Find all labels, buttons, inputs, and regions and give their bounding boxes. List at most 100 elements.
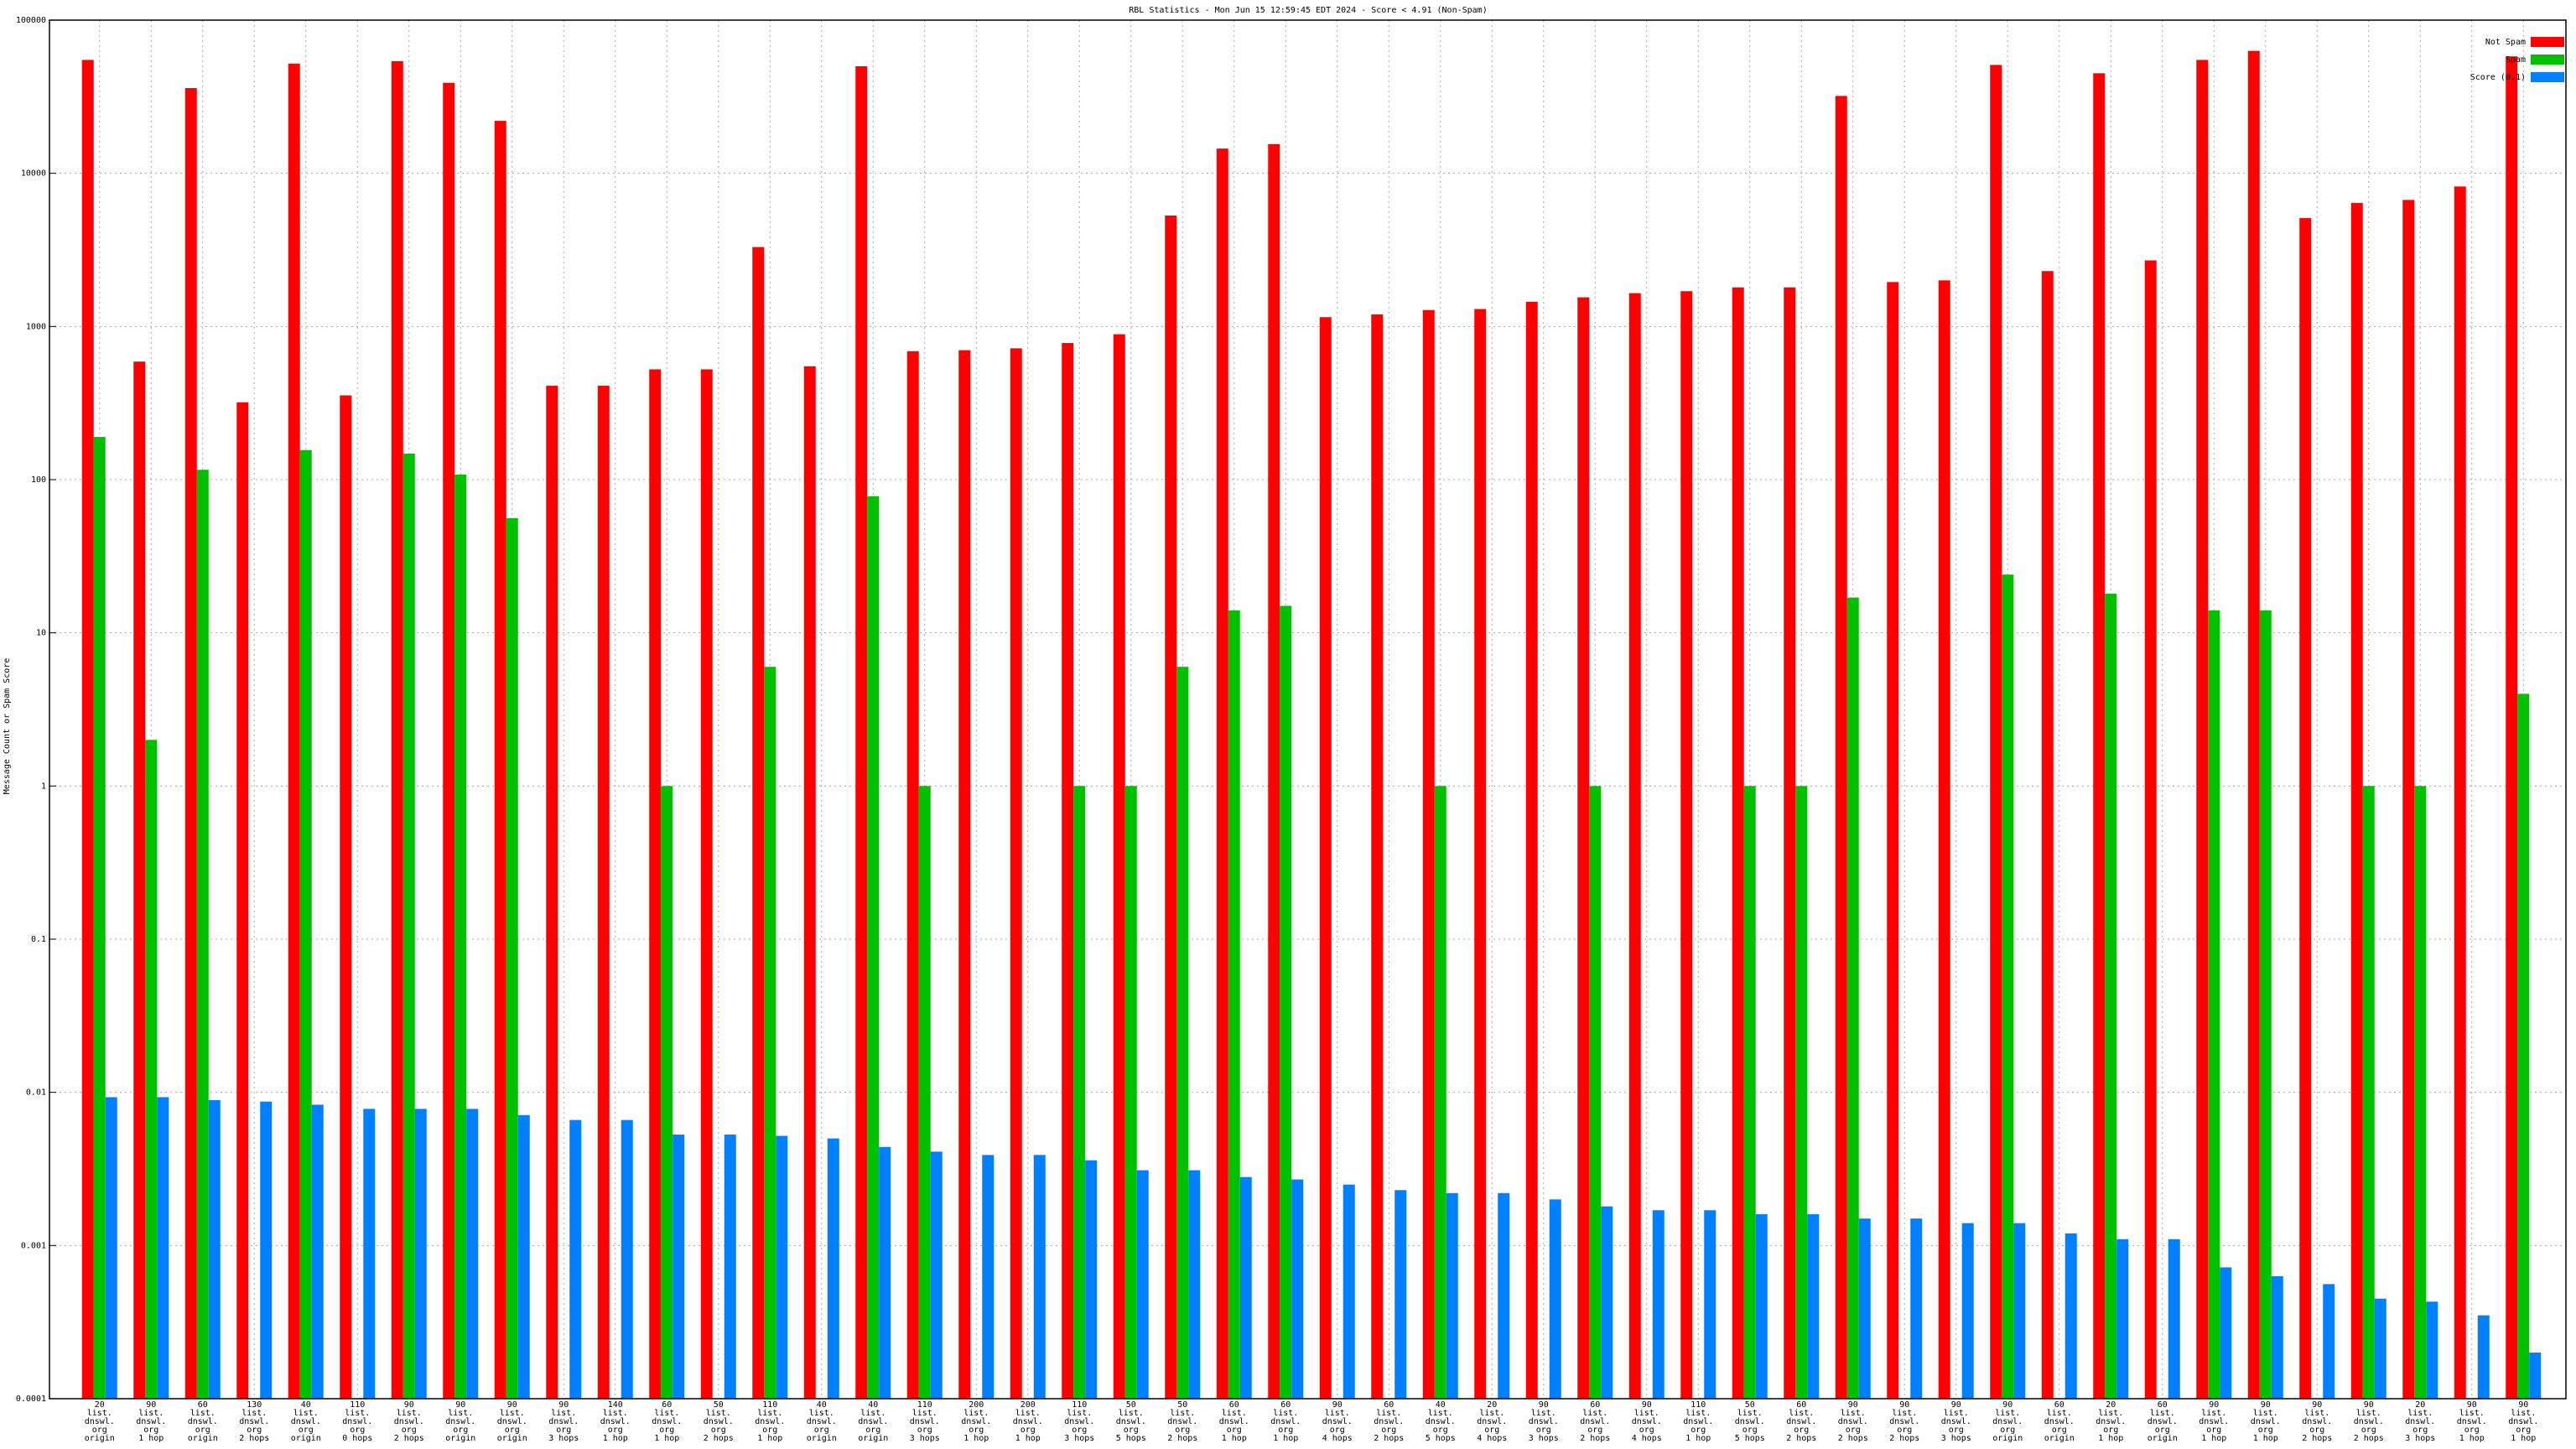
x-tick-label: 20 list. dnswl. org 3 hops [2405, 1400, 2435, 1443]
x-tick-label: 40 list. dnswl. org origin [858, 1400, 888, 1443]
bar [1113, 334, 1125, 1399]
bar [867, 496, 880, 1399]
bar [1228, 610, 1240, 1399]
bar [661, 786, 673, 1399]
bar [1577, 297, 1590, 1400]
bar [1239, 1176, 1252, 1399]
x-tick-label: 130 list. dnswl. org 2 hops [239, 1400, 269, 1443]
bar [2271, 1275, 2283, 1399]
bar [1498, 1192, 1510, 1399]
x-tick-label: 60 list. dnswl. org origin [2148, 1400, 2178, 1443]
x-tick-label: 40 list. dnswl. org origin [807, 1400, 837, 1443]
y-tick-label: 0.0001 [16, 1394, 46, 1404]
bar [724, 1135, 736, 1399]
bar [1652, 1210, 1665, 1399]
x-tick-label: 200 list. dnswl. org 1 hop [1013, 1400, 1043, 1443]
bar [803, 366, 816, 1400]
x-tick-label: 50 list. dnswl. org 2 hops [704, 1400, 734, 1443]
bar [1807, 1214, 1820, 1399]
x-tick-label: 90 list. dnswl. org 4 hops [1632, 1400, 1662, 1443]
y-axis-label: Message Count or Spam Score [3, 658, 12, 795]
y-tick-label: 0.001 [21, 1241, 46, 1250]
bar [1549, 1199, 1561, 1399]
bar [1319, 317, 1332, 1399]
bar [1010, 348, 1022, 1399]
bar [414, 1109, 427, 1399]
bar [443, 82, 455, 1400]
y-tick-label: 10000 [21, 169, 46, 179]
bar [299, 449, 312, 1399]
bar [2168, 1239, 2180, 1399]
bar [1165, 216, 1177, 1400]
x-tick-label: 110 list. dnswl. org 3 hops [910, 1400, 940, 1443]
bar [855, 65, 868, 1399]
bar [1938, 280, 1950, 1399]
bar [1846, 597, 1859, 1399]
bar [402, 453, 415, 1399]
bar [2506, 56, 2518, 1399]
bar [236, 402, 249, 1399]
x-tick-label: 140 list. dnswl. org 1 hop [600, 1400, 631, 1443]
bar [982, 1155, 995, 1399]
bar [145, 740, 158, 1399]
x-tick-label: 50 list. dnswl. org 5 hops [1116, 1400, 1146, 1443]
bar [2402, 200, 2415, 1399]
bar [1343, 1184, 1355, 1399]
x-tick-label: 90 list. dnswl. org 1 hop [136, 1400, 166, 1443]
bar [2196, 60, 2209, 1399]
bar [1124, 786, 1137, 1399]
bar [2374, 1298, 2386, 1399]
bar [260, 1101, 273, 1399]
x-tick-label: 60 list. dnswl. org origin [188, 1400, 218, 1443]
bar [1268, 143, 1280, 1399]
bar [1858, 1218, 1871, 1399]
x-tick-label: 90 list. dnswl. org 1 hop [2199, 1400, 2229, 1443]
bar [1784, 287, 1796, 1399]
bar [2454, 186, 2466, 1399]
bar [1910, 1218, 1923, 1399]
x-tick-label: 50 list. dnswl. org 2 hops [1167, 1400, 1197, 1443]
bar [1474, 309, 1487, 1400]
bar [1188, 1170, 1201, 1399]
bar [2013, 1223, 2026, 1399]
bar [2414, 786, 2427, 1399]
bar [1990, 65, 2002, 1399]
bar [2362, 786, 2375, 1399]
x-tick-label: 90 list. dnswl. org origin [1992, 1400, 2023, 1443]
x-tick-label: 20 list. dnswl. org 1 hop [2096, 1400, 2126, 1443]
legend-label: Spam [2506, 55, 2526, 65]
bar [1291, 1179, 1304, 1399]
bar [105, 1097, 117, 1399]
y-tick-label: 1000 [26, 322, 46, 331]
bar [1073, 786, 1086, 1399]
bar [673, 1135, 685, 1399]
bar [2144, 260, 2157, 1399]
x-tick-label: 90 list. dnswl. org 2 hops [2302, 1400, 2332, 1443]
x-tick-label: 90 list. dnswl. org 3 hops [1941, 1400, 1971, 1443]
bar [958, 350, 971, 1399]
bar [752, 247, 765, 1399]
bar [2220, 1267, 2232, 1399]
bar [1371, 314, 1384, 1399]
x-tick-label: 90 list. dnswl. org 2 hops [1889, 1400, 1919, 1443]
bar [454, 474, 467, 1400]
bar [2002, 574, 2014, 1399]
bar [2116, 1239, 2129, 1399]
x-tick-label: 90 list. dnswl. org 1 hop [2508, 1400, 2538, 1443]
y-tick-label: 100 [31, 475, 46, 485]
bar [391, 60, 403, 1400]
x-tick-label: 40 list. dnswl. org 5 hops [1426, 1400, 1456, 1443]
x-tick-label: 60 list. dnswl. org 1 hop [652, 1400, 682, 1443]
x-tick-label: 90 list. dnswl. org 1 hop [2457, 1400, 2487, 1443]
bar [776, 1135, 788, 1399]
bar [597, 386, 610, 1399]
bar [340, 395, 352, 1400]
bar [1732, 287, 1744, 1399]
x-tick-label: 110 list. dnswl. org 0 hops [342, 1400, 372, 1443]
x-tick-label: 60 list. dnswl. org 2 hops [1580, 1400, 1610, 1443]
bar [506, 517, 518, 1399]
bar [649, 369, 662, 1399]
x-tick-label: 20 list. dnswl. org origin [85, 1400, 115, 1443]
bar [81, 60, 94, 1399]
plot-frame [49, 19, 2567, 1400]
